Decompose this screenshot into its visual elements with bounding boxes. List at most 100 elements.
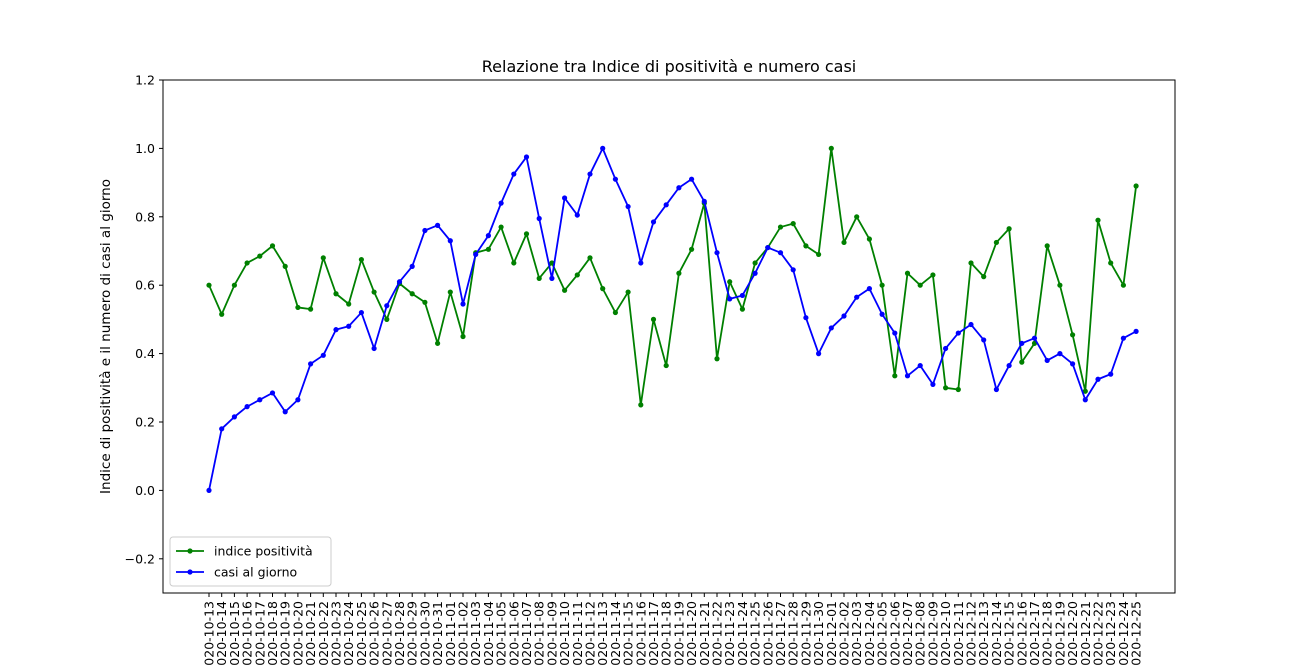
data-point bbox=[1007, 226, 1012, 231]
data-point bbox=[410, 291, 415, 296]
data-point bbox=[219, 312, 224, 317]
data-point bbox=[346, 301, 351, 306]
data-point bbox=[245, 260, 250, 265]
data-point bbox=[854, 214, 859, 219]
data-point bbox=[435, 341, 440, 346]
data-point bbox=[257, 254, 262, 259]
data-point bbox=[1032, 336, 1037, 341]
data-point bbox=[968, 260, 973, 265]
data-point bbox=[613, 177, 618, 182]
chart-title: Relazione tra Indice di positività e num… bbox=[482, 57, 856, 76]
data-point bbox=[626, 204, 631, 209]
data-point bbox=[537, 276, 542, 281]
data-point bbox=[359, 257, 364, 262]
data-point bbox=[499, 201, 504, 206]
data-point bbox=[1057, 283, 1062, 288]
y-tick-label: 0.0 bbox=[135, 483, 155, 498]
y-tick-label: 1.0 bbox=[135, 141, 155, 156]
data-point bbox=[778, 224, 783, 229]
data-point bbox=[1019, 360, 1024, 365]
data-point bbox=[905, 271, 910, 276]
data-point bbox=[549, 276, 554, 281]
legend: indice positività casi al giorno bbox=[170, 537, 331, 586]
data-point bbox=[232, 283, 237, 288]
y-axis-label: Indice di positività e il numero di casi… bbox=[98, 179, 114, 494]
data-point bbox=[638, 402, 643, 407]
data-point bbox=[448, 238, 453, 243]
data-point bbox=[1121, 283, 1126, 288]
data-point bbox=[854, 295, 859, 300]
data-point bbox=[943, 385, 948, 390]
data-point bbox=[918, 363, 923, 368]
data-point bbox=[575, 212, 580, 217]
data-point bbox=[511, 260, 516, 265]
data-point bbox=[384, 317, 389, 322]
data-point bbox=[638, 260, 643, 265]
data-point bbox=[359, 310, 364, 315]
data-point bbox=[245, 404, 250, 409]
data-point bbox=[740, 293, 745, 298]
data-point bbox=[435, 223, 440, 228]
data-point bbox=[333, 327, 338, 332]
data-point bbox=[1095, 377, 1100, 382]
data-point bbox=[1019, 341, 1024, 346]
data-point bbox=[714, 250, 719, 255]
data-point bbox=[714, 356, 719, 361]
y-tick-label: 0.4 bbox=[135, 346, 155, 361]
data-point bbox=[562, 288, 567, 293]
data-point bbox=[270, 390, 275, 395]
x-tick-label: 2020-12-25 bbox=[1129, 601, 1144, 666]
data-point bbox=[384, 303, 389, 308]
data-point bbox=[981, 274, 986, 279]
data-point bbox=[308, 307, 313, 312]
data-point bbox=[994, 240, 999, 245]
data-point bbox=[295, 397, 300, 402]
data-point bbox=[892, 330, 897, 335]
data-point bbox=[1083, 397, 1088, 402]
data-point bbox=[1057, 351, 1062, 356]
legend-label: indice positività bbox=[214, 544, 313, 559]
data-point bbox=[664, 202, 669, 207]
data-point bbox=[702, 199, 707, 204]
data-point bbox=[206, 488, 211, 493]
data-point bbox=[600, 286, 605, 291]
data-point bbox=[892, 373, 897, 378]
data-point bbox=[1070, 361, 1075, 366]
data-point bbox=[613, 310, 618, 315]
legend-label: casi al giorno bbox=[214, 565, 297, 580]
data-point bbox=[753, 271, 758, 276]
data-point bbox=[956, 330, 961, 335]
y-tick-label: −0.2 bbox=[125, 551, 155, 566]
data-point bbox=[575, 272, 580, 277]
data-point bbox=[410, 264, 415, 269]
data-point bbox=[283, 264, 288, 269]
y-tick-label: 1.2 bbox=[135, 73, 155, 88]
data-point bbox=[499, 224, 504, 229]
data-point bbox=[905, 373, 910, 378]
data-point bbox=[829, 325, 834, 330]
data-point bbox=[765, 245, 770, 250]
data-point bbox=[803, 243, 808, 248]
data-point bbox=[676, 271, 681, 276]
data-point bbox=[841, 313, 846, 318]
data-point bbox=[346, 324, 351, 329]
data-point bbox=[956, 387, 961, 392]
data-point bbox=[257, 397, 262, 402]
data-point bbox=[333, 291, 338, 296]
data-point bbox=[587, 255, 592, 260]
data-point bbox=[727, 279, 732, 284]
data-point bbox=[689, 247, 694, 252]
data-point bbox=[397, 279, 402, 284]
data-point bbox=[816, 351, 821, 356]
data-point bbox=[232, 414, 237, 419]
data-point bbox=[473, 252, 478, 257]
data-point bbox=[930, 382, 935, 387]
data-point bbox=[1007, 363, 1012, 368]
data-point bbox=[778, 250, 783, 255]
data-point bbox=[562, 195, 567, 200]
data-point bbox=[321, 353, 326, 358]
data-point bbox=[791, 221, 796, 226]
data-point bbox=[867, 236, 872, 241]
data-point bbox=[486, 233, 491, 238]
